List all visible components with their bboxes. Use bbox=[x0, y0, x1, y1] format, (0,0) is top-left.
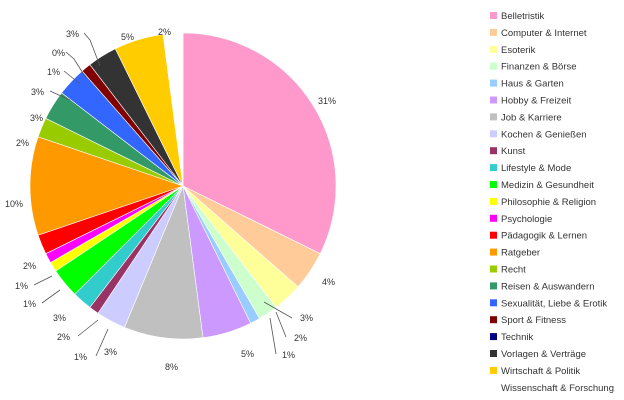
percent-label-belletristik: 31% bbox=[318, 96, 336, 106]
percent-label-esoterik: 3% bbox=[300, 313, 313, 323]
legend-swatch-sport-and-fitness bbox=[490, 316, 497, 324]
leader-line-vorlagen-and-vertraege bbox=[83, 32, 101, 67]
legend-swatch-ratgeber bbox=[490, 248, 497, 256]
legend-swatch-haus-and-garten bbox=[490, 79, 497, 87]
legend-swatch-vorlagen-and-vertraege bbox=[490, 350, 497, 357]
legend-swatch-kochen-and-geniessen bbox=[490, 130, 497, 138]
legend-label-haus-and-garten: Haus & Garten bbox=[501, 79, 564, 90]
legend-swatch-lifestyle-and-mode bbox=[490, 164, 497, 172]
legend-label-recht: Recht bbox=[501, 265, 526, 276]
legend-label-lifestyle-and-mode: Lifestyle & Mode bbox=[501, 163, 571, 174]
percent-label-medizin-and-gesundheit: 3% bbox=[53, 313, 66, 323]
legend-label-belletristik: Belletristik bbox=[501, 11, 545, 22]
percent-label-ratgeber: 10% bbox=[5, 199, 23, 209]
slice-wissenschaft-and-forschung bbox=[162, 32, 184, 187]
legend-label-psychologie: Psychologie bbox=[501, 214, 552, 225]
percent-label-paedagogik-and-lernen: 2% bbox=[23, 261, 36, 271]
percent-label-recht: 2% bbox=[16, 138, 29, 148]
percent-label-lifestyle-and-mode: 2% bbox=[57, 332, 70, 342]
pie-slices bbox=[29, 32, 337, 340]
legend-label-paedagogik-and-lernen: Pädagogik & Lernen bbox=[501, 231, 587, 242]
percent-label-kunst: 1% bbox=[74, 352, 87, 362]
percent-label-vorlagen-and-vertraege: 3% bbox=[66, 29, 79, 39]
leader-line-esoterik bbox=[263, 301, 293, 319]
percent-label-philosophie-and-religion: 1% bbox=[23, 299, 36, 309]
legend-swatch-wirtschaft-and-politik bbox=[490, 366, 497, 374]
percent-label-finanzen-and-boerse: 2% bbox=[294, 333, 307, 343]
legend-swatch-psychologie bbox=[490, 214, 497, 222]
leader-line-lifestyle-and-mode bbox=[77, 319, 99, 337]
legend-swatch-belletristik bbox=[490, 12, 497, 19]
legend-label-medizin-and-gesundheit: Medizin & Gesundheit bbox=[501, 180, 594, 191]
leader-line-psychologie bbox=[33, 275, 53, 286]
legend-label-sport-and-fitness: Sport & Fitness bbox=[501, 315, 566, 326]
percent-label-sport-and-fitness: 1% bbox=[47, 67, 60, 77]
legend-swatch-recht bbox=[490, 265, 497, 273]
legend-label-finanzen-and-boerse: Finanzen & Börse bbox=[501, 62, 577, 73]
slice-belletristik bbox=[182, 32, 337, 255]
legend-swatch-esoterik bbox=[490, 45, 497, 53]
leader-line-finanzen-and-boerse bbox=[275, 311, 287, 338]
legend-label-vorlagen-and-vertraege: Vorlagen & Verträge bbox=[501, 349, 586, 360]
legend-label-computer-and-internet: Computer & Internet bbox=[501, 28, 587, 39]
percent-label-computer-and-internet: 4% bbox=[322, 277, 335, 287]
percent-label-wirtschaft-and-politik: 5% bbox=[121, 32, 134, 42]
legend-label-reisen-and-auswandern: Reisen & Auswandern bbox=[501, 281, 594, 292]
legend-label-job-and-karriere: Job & Karriere bbox=[501, 112, 562, 123]
percent-label-technik: 0% bbox=[52, 48, 65, 58]
legend-label-wissenschaft-and-forschung: Wissenschaft & Forschung bbox=[501, 383, 614, 394]
legend-label-esoterik: Esoterik bbox=[501, 45, 536, 56]
legend-swatch-kunst bbox=[490, 147, 497, 155]
leader-line-kunst bbox=[95, 328, 109, 357]
legend-label-technik: Technik bbox=[501, 332, 533, 343]
legend-swatch-wissenschaft-and-forschung bbox=[490, 383, 497, 391]
legend-swatch-medizin-and-gesundheit bbox=[490, 181, 497, 188]
legend-swatch-sexualitaet-liebe-and-erotik bbox=[490, 299, 497, 307]
legend-label-kunst: Kunst bbox=[501, 146, 526, 157]
legend-swatch-finanzen-and-boerse bbox=[490, 62, 497, 70]
leader-line-sport-and-fitness bbox=[63, 70, 81, 85]
percent-label-hobby-and-freizeit: 5% bbox=[241, 349, 254, 359]
percent-label-sexualitaet-liebe-and-erotik: 3% bbox=[31, 87, 44, 97]
leader-line-haus-and-garten bbox=[269, 317, 277, 355]
leader-line-technik bbox=[65, 51, 87, 79]
percent-label-psychologie: 1% bbox=[15, 281, 28, 291]
percent-label-haus-and-garten: 1% bbox=[282, 350, 295, 360]
percent-label-reisen-and-auswandern: 3% bbox=[30, 113, 43, 123]
leader-line-philosophie-and-religion bbox=[41, 289, 61, 304]
legend-swatch-computer-and-internet bbox=[490, 28, 497, 36]
percent-label-kochen-and-geniessen: 3% bbox=[104, 347, 117, 357]
legend-swatch-paedagogik-and-lernen bbox=[490, 231, 497, 239]
legend-swatch-philosophie-and-religion bbox=[490, 197, 497, 205]
percent-label-wissenschaft-and-forschung: 2% bbox=[158, 27, 171, 37]
legend-swatch-reisen-and-auswandern bbox=[490, 282, 497, 290]
legend-label-hobby-and-freizeit: Hobby & Freizeit bbox=[501, 96, 572, 107]
legend-swatch-job-and-karriere bbox=[490, 113, 497, 121]
legend-label-philosophie-and-religion: Philosophie & Religion bbox=[501, 197, 596, 208]
percent-label-job-and-karriere: 8% bbox=[165, 362, 178, 372]
legend-label-sexualitaet-liebe-and-erotik: Sexualität, Liebe & Erotik bbox=[501, 298, 607, 309]
leader-line-sexualitaet-liebe-and-erotik bbox=[49, 90, 71, 101]
slice-ratgeber bbox=[29, 136, 184, 236]
legend-label-wirtschaft-and-politik: Wirtschaft & Politik bbox=[501, 366, 580, 377]
legend: Belletristik Computer & Internet Esoterik F… bbox=[490, 11, 614, 394]
legend-swatch-hobby-and-freizeit bbox=[490, 96, 497, 104]
legend-label-kochen-and-geniessen: Kochen & Genießen bbox=[501, 129, 587, 140]
legend-label-ratgeber: Ratgeber bbox=[501, 248, 540, 259]
legend-swatch-technik bbox=[490, 333, 497, 341]
pie-leader-lines bbox=[33, 32, 293, 357]
pie-percent-labels: 31%4%3%2%1%5%8%3%1%2%3%1%1%2%10%2%3%3%1%… bbox=[5, 27, 336, 372]
